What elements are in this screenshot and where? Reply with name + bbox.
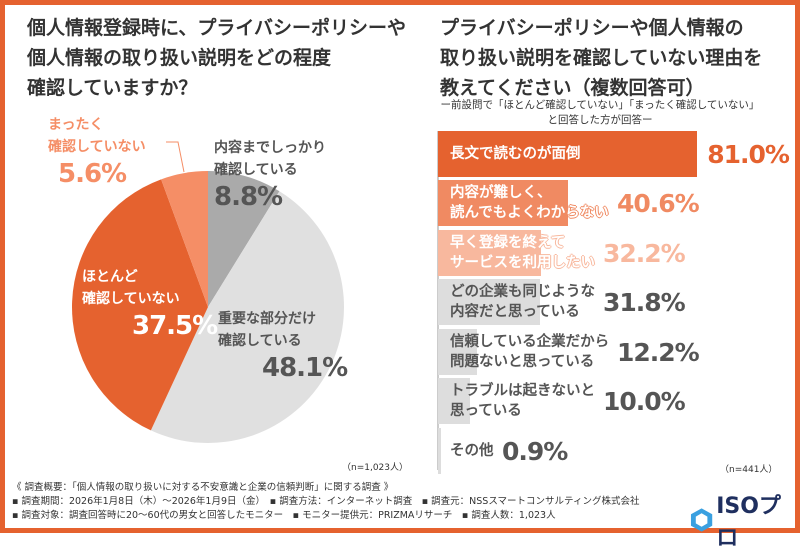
bar-value: 32.2%: [603, 238, 686, 268]
pie-label-text: 確認していない: [48, 139, 146, 155]
bar-row: 内容が難しく、 読んでもよくわからない 40.6%: [438, 180, 798, 226]
bar-label: 信頼している企業だから 問題ないと思っている: [450, 334, 610, 370]
bar-label: 長文で読むのが面倒: [450, 146, 581, 162]
bar-value: 31.8%: [603, 287, 686, 317]
hexagon-logo-icon: [690, 508, 713, 532]
bar-row: 信頼している企業だから 問題ないと思っている 12.2%: [438, 329, 798, 375]
pie-value: 5.6%: [58, 159, 127, 189]
pie-slice: [72, 179, 209, 431]
bar-label: どの企業も同じような 内容だと思っている: [450, 284, 595, 320]
bar-row: 長文で読むのが面倒 81.0%: [438, 131, 798, 177]
pie-slice: [161, 171, 208, 307]
pie-label-text: まったく: [48, 117, 104, 133]
pie-chart: [72, 141, 344, 443]
subtitle-line: と回答した方が回答ー: [547, 114, 653, 126]
leader-line: [166, 141, 185, 173]
bar: [438, 428, 441, 474]
pie-slice: [150, 191, 344, 443]
pie-label-text: 内容までしっかり: [214, 140, 326, 156]
pie-label-text: 重要な部分だけ: [218, 311, 316, 327]
pie-label-text: 確認していない: [82, 291, 180, 307]
pie-label: まったく確認していない 5.6%: [48, 114, 146, 190]
bar-row: その他 0.9%: [438, 428, 798, 474]
bar-label: 内容が難しく、 読んでもよくわからない: [450, 185, 609, 221]
left-title: 個人情報登録時に、プライバシーポリシーや 個人情報の取り扱い説明をどの程度 確認…: [27, 13, 406, 103]
bar-value: 10.0%: [603, 386, 686, 416]
bar-value: 81.0%: [707, 139, 790, 169]
footer-line: ▪ 調査期間：2026年1月8日（木）～2026年1月9日（金） ▪ 調査方法：…: [12, 496, 640, 507]
logo: ISOプロ: [690, 488, 800, 552]
pie-value: 37.5%: [132, 311, 218, 341]
left-title-line: 個人情報の取り扱い説明をどの程度: [27, 47, 332, 69]
right-sample-size: （n=441人）: [720, 465, 778, 475]
bar: [438, 180, 568, 226]
bar-row: どの企業も同じような 内容だと思っている 31.8%: [438, 279, 798, 325]
subtitle-line: ー前設問で「ほとんど確認していない」「まったく確認していない」: [440, 99, 760, 111]
pie-label-text: 確認している: [218, 333, 302, 349]
bar-label: トラブルは起きないと 思っている: [450, 383, 595, 419]
bar: [438, 279, 540, 325]
bar-value: 40.6%: [617, 188, 700, 218]
pie-slice: [208, 171, 280, 307]
pie-label-text: ほとんど: [82, 269, 138, 285]
pie-value: 48.1%: [262, 353, 348, 383]
footer-line: 《 調査概要：「個人情報の取り扱いに対する不安意識と企業の信頼判断」に関する調査…: [12, 482, 394, 493]
pie-label: 重要な部分だけ 確認している 48.1%: [218, 308, 348, 384]
right-title-line: プライバシーポリシーや個人情報の: [440, 17, 744, 39]
bar: [438, 378, 470, 424]
right-subtitle: ー前設問で「ほとんど確認していない」「まったく確認していない」 と回答した方が回…: [420, 98, 780, 128]
bar-label: その他: [450, 443, 494, 459]
right-title-line: 取り扱い説明を確認していない理由を: [440, 47, 763, 69]
survey-footer: 《 調査概要：「個人情報の取り扱いに対する不安意識と企業の信頼判断」に関する調査…: [12, 481, 680, 523]
pie-value: 8.8%: [214, 182, 283, 212]
bar-row: 早く登録を終えて サービスを利用したい 32.2%: [438, 230, 798, 276]
pie-label-text: 確認している: [214, 162, 298, 178]
bar-label: 早く登録を終えて サービスを利用したい: [450, 235, 595, 271]
bar: [438, 230, 542, 276]
left-sample-size: （n=1,023人）: [342, 463, 409, 473]
logo-text: ISOプロ: [716, 494, 781, 551]
footer-line: ▪ 調査対象：調査回答時に20～60代の男女と回答したモニター ▪ モニター提供…: [12, 510, 556, 521]
bar-value: 12.2%: [617, 337, 700, 367]
bar-value: 0.9%: [502, 436, 568, 466]
bar-row: トラブルは起きないと 思っている 10.0%: [438, 378, 798, 424]
left-title-line: 個人情報登録時に、プライバシーポリシーや: [27, 17, 407, 39]
bar: [438, 131, 698, 177]
pie-label: 内容までしっかり 確認している 8.8%: [214, 137, 326, 213]
right-title-line: 教えてください（複数回答可）: [440, 77, 705, 99]
right-title: プライバシーポリシーや個人情報の 取り扱い説明を確認していない理由を 教えてくだ…: [440, 13, 762, 103]
bar: [438, 329, 478, 375]
pie-label: ほとんど確認していない 37.5%: [82, 266, 218, 342]
left-title-line: 確認していますか？: [27, 77, 198, 99]
